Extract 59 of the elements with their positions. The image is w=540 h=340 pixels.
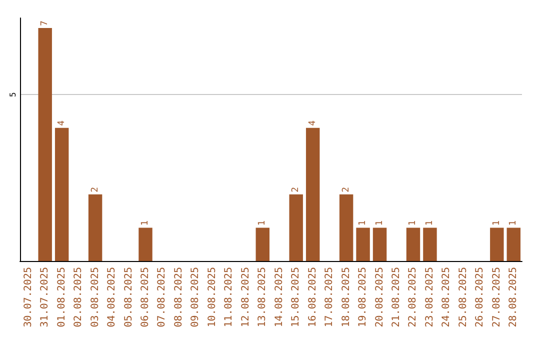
data-label: 2 <box>90 187 100 192</box>
x-tick-label: 20.08.2025 <box>374 267 386 328</box>
x-tick-label: 26.08.2025 <box>474 267 486 328</box>
bar <box>356 228 370 261</box>
bar <box>506 228 520 261</box>
x-tick-label: 12.08.2025 <box>240 267 252 328</box>
x-tick-label: 10.08.2025 <box>206 267 218 328</box>
data-label: 1 <box>424 220 435 226</box>
x-tick-label: 13.08.2025 <box>257 267 268 328</box>
x-tick-label: 21.08.2025 <box>391 267 402 328</box>
data-label: 1 <box>140 220 150 226</box>
data-label: 1 <box>408 220 418 226</box>
x-tick-label: 06.08.2025 <box>140 267 151 328</box>
x-tick-label: 01.08.2025 <box>56 267 68 328</box>
bar <box>289 194 303 261</box>
data-label: 2 <box>291 187 302 192</box>
x-tick-label: 18.08.2025 <box>340 267 352 328</box>
data-label: 1 <box>508 220 519 226</box>
x-tick-label: 19.08.2025 <box>358 267 369 328</box>
bar <box>339 194 354 261</box>
bar <box>406 228 420 261</box>
x-tick-label: 02.08.2025 <box>73 267 84 328</box>
data-label: 4 <box>308 120 318 126</box>
x-tick-label: 27.08.2025 <box>491 267 502 328</box>
y-tick-label: 5 <box>8 92 18 97</box>
x-tick-label: 23.08.2025 <box>424 267 436 328</box>
bar <box>306 128 320 261</box>
x-tick-label: 25.08.2025 <box>458 267 469 328</box>
x-tick-label: 04.08.2025 <box>106 267 118 328</box>
bar <box>423 228 437 261</box>
bar <box>256 228 270 261</box>
bar <box>490 228 504 261</box>
data-label: 4 <box>56 120 67 126</box>
bar <box>372 228 387 261</box>
x-tick-label: 11.08.2025 <box>224 267 235 328</box>
bar <box>138 228 152 261</box>
x-tick-label: 03.08.2025 <box>90 267 101 328</box>
x-tick-label: 08.08.2025 <box>173 267 184 328</box>
data-label: 7 <box>40 20 50 26</box>
x-tick-label: 05.08.2025 <box>123 267 134 328</box>
data-label: 1 <box>374 220 385 226</box>
data-label: 2 <box>341 187 352 192</box>
x-tick-label: 28.08.2025 <box>508 267 520 328</box>
x-tick-label: 14.08.2025 <box>274 267 285 328</box>
bar <box>88 194 102 261</box>
x-tick-label: 24.08.2025 <box>441 267 452 328</box>
x-tick-label: 15.08.2025 <box>290 267 302 328</box>
x-tick-label: 22.08.2025 <box>408 267 419 328</box>
x-tick-label: 30.07.2025 <box>22 267 34 328</box>
data-label: 1 <box>258 220 268 226</box>
x-tick-label: 09.08.2025 <box>190 267 202 328</box>
x-tick-label: 16.08.2025 <box>307 267 318 328</box>
data-label: 1 <box>358 220 368 226</box>
data-label: 1 <box>492 220 502 226</box>
x-tick-label: 07.08.2025 <box>156 267 168 328</box>
bar <box>54 128 69 261</box>
bar <box>38 28 52 261</box>
x-tick-label: 17.08.2025 <box>324 267 336 328</box>
x-tick-label: 31.07.2025 <box>40 267 51 328</box>
